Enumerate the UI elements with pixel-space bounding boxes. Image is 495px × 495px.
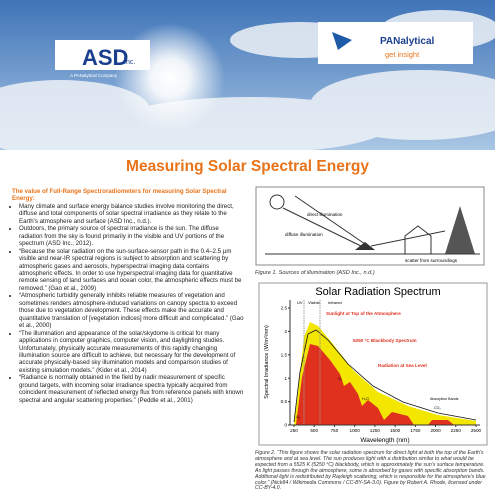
y-axis-label: Spectral Irradiance (W/m²/nm)	[264, 325, 270, 399]
pan-logo-mark	[332, 32, 352, 50]
figure-label: diffuse illumination	[285, 232, 323, 237]
region-label: UV	[297, 300, 303, 305]
figure-2: Solar Radiation Spectrum UV Visible Infr…	[258, 282, 488, 446]
shape	[310, 70, 495, 140]
chart-title: Solar Radiation Spectrum	[315, 286, 440, 298]
pan-tagline: get insight	[385, 50, 420, 59]
sea-level-area	[296, 344, 454, 425]
bullet: Many climate and surface energy balance …	[19, 203, 244, 225]
pan-logo: PANalytical	[380, 36, 435, 47]
x-tick-label: 750	[331, 428, 339, 433]
shape	[370, 230, 446, 247]
x-tick-label: 2250	[451, 428, 462, 433]
x-tick-label: 1500	[390, 428, 401, 433]
asd-logo: ASD	[82, 45, 128, 70]
x-tick-label: 500	[310, 428, 318, 433]
x-tick-label: 1250	[370, 428, 381, 433]
sun-icon	[269, 194, 285, 210]
annotation: 5250 °C Blackbody Spectrum	[353, 338, 417, 343]
annotation: O₂	[338, 377, 343, 381]
x-tick-label: 2000	[430, 428, 441, 433]
x-tick-label: 1750	[410, 428, 421, 433]
y-tick-label: 2	[284, 329, 287, 334]
x-tick-label: 2500	[471, 428, 482, 433]
bullet: “Atmospheric turbidity generally inhibit…	[19, 292, 244, 329]
annotation: Sunlight at Top of the Atmosphere	[326, 311, 401, 316]
figure-2-caption: Figure 2. “This figure shows the solar r…	[255, 450, 486, 492]
rays	[282, 195, 446, 249]
figure-label: direct illumination	[307, 212, 343, 217]
y-tick-label: 2.5	[281, 306, 288, 311]
tree	[445, 206, 475, 254]
y-tick-label: 0.5	[281, 399, 288, 404]
asd-suffix: Inc.	[124, 59, 135, 66]
bullet: “The illumination and appearance of the …	[19, 330, 244, 375]
asd-tagline: A PANalytical Company	[70, 73, 118, 78]
bullet-list: Many climate and surface energy balance …	[12, 203, 244, 404]
asd-logo-box	[55, 40, 150, 70]
y-tick-label: 0	[284, 423, 287, 428]
header-photo: ASD Inc. A PANalytical Company PANalytic…	[0, 0, 495, 150]
y-tick-label: 1	[284, 376, 287, 381]
y-tick-label: 1.5	[281, 352, 288, 357]
x-axis-label: Wavelength (nm)	[360, 437, 409, 444]
annotation: Absorption Bands	[430, 397, 459, 401]
figure-label: scatter from surroundings	[405, 258, 458, 263]
x-tick-label: 1000	[350, 428, 361, 433]
bullet: “Because the solar radiation on the sun-…	[19, 248, 244, 293]
annotation: Radiation at Sea Level	[378, 363, 427, 368]
bullet: Outdoors, the primary source of spectral…	[19, 225, 244, 247]
annotation: CO₂	[434, 406, 441, 410]
x-tick-label: 250	[290, 428, 298, 433]
figure-1: direct illumination diffuse illumination…	[255, 186, 485, 266]
region-label: Visible	[308, 300, 320, 305]
bullet: “Radiance is normally obtained in the fi…	[19, 374, 244, 404]
title: Measuring Solar Spectral Energy	[126, 158, 369, 175]
intro: The value of Full-Range Spectroradiomete…	[12, 188, 227, 203]
sensor	[355, 242, 375, 250]
sun	[115, 23, 225, 133]
shape	[282, 207, 366, 249]
figure-1-caption: Figure 1. Sources of illumination (ASD I…	[255, 270, 375, 276]
annotation: H₂O	[362, 397, 369, 401]
shape	[294, 195, 366, 245]
region-label: Infrared	[328, 300, 342, 305]
left-column: The value of Full-Range Spectroradiomete…	[12, 188, 244, 404]
annotation: O₃	[296, 415, 301, 419]
